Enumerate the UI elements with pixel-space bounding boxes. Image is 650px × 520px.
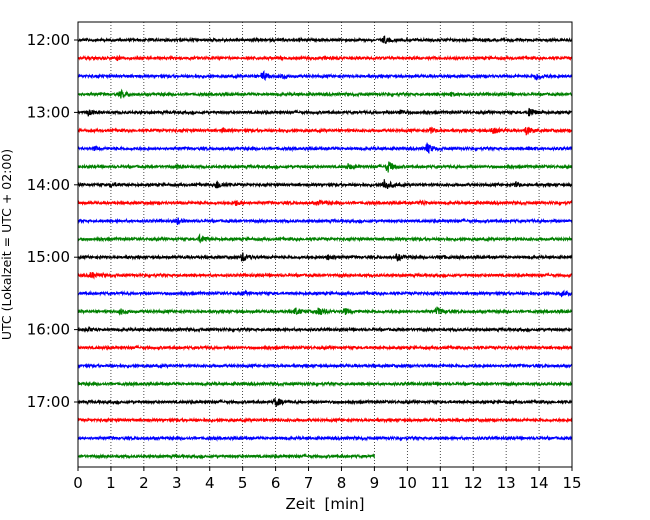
y-tick-label: 15:00 [27,248,70,266]
x-tick-label: 10 [398,474,417,492]
y-tick-label: 13:00 [27,103,70,121]
trace-1215 [77,54,573,62]
plot-frame [77,21,573,468]
trace-1700 [77,397,573,408]
x-tick-label: 13 [497,474,516,492]
y-axis-ticks: 12:00 13:00 14:00 15:00 16:00 17:00 [27,31,78,411]
trace-1200 [77,35,573,45]
traces [77,35,573,460]
x-tick-label: 11 [431,474,450,492]
x-tick-label: 7 [304,474,314,492]
trace-1315 [77,126,573,136]
x-axis-label: Zeit [min] [285,495,364,513]
x-tick-label: 3 [172,474,182,492]
trace-1330 [77,142,573,154]
trace-1645 [77,380,573,388]
x-tick-label: 12 [464,474,483,492]
trace-1745 [77,452,375,460]
y-axis-label: UTC (Lokalzeit = UTC + 02:00) [0,149,14,340]
trace-1230 [77,70,573,81]
trace-1515 [77,271,572,280]
trace-1600 [77,325,573,334]
trace-1500 [77,252,573,262]
trace-1400 [77,179,573,189]
x-tick-label: 0 [73,474,83,492]
x-tick-label: 9 [370,474,380,492]
x-tick-label: 1 [106,474,116,492]
x-tick-label: 14 [530,474,549,492]
trace-1245 [77,88,573,99]
trace-1445 [77,233,573,244]
trace-1530 [77,289,573,298]
x-tick-label: 15 [562,474,581,492]
trace-1545 [77,306,573,316]
trace-1730 [77,434,573,442]
trace-1630 [77,362,573,370]
x-axis-ticks: 0 1 2 3 4 5 6 7 8 9 10 11 12 13 14 15 [73,467,582,492]
grid-lines [110,22,540,467]
y-tick-label: 12:00 [27,31,70,49]
trace-1345 [77,161,573,173]
y-tick-label: 16:00 [27,321,70,339]
x-tick-label: 6 [271,474,281,492]
trace-1715 [77,416,573,424]
x-tick-label: 5 [238,474,248,492]
y-tick-label: 17:00 [27,393,70,411]
x-tick-label: 4 [205,474,215,492]
x-tick-label: 2 [139,474,149,492]
trace-1300 [77,107,573,117]
y-tick-label: 14:00 [27,176,70,194]
x-tick-label: 8 [337,474,347,492]
trace-1430 [77,217,573,226]
trace-1615 [77,344,573,352]
trace-1415 [77,199,573,207]
